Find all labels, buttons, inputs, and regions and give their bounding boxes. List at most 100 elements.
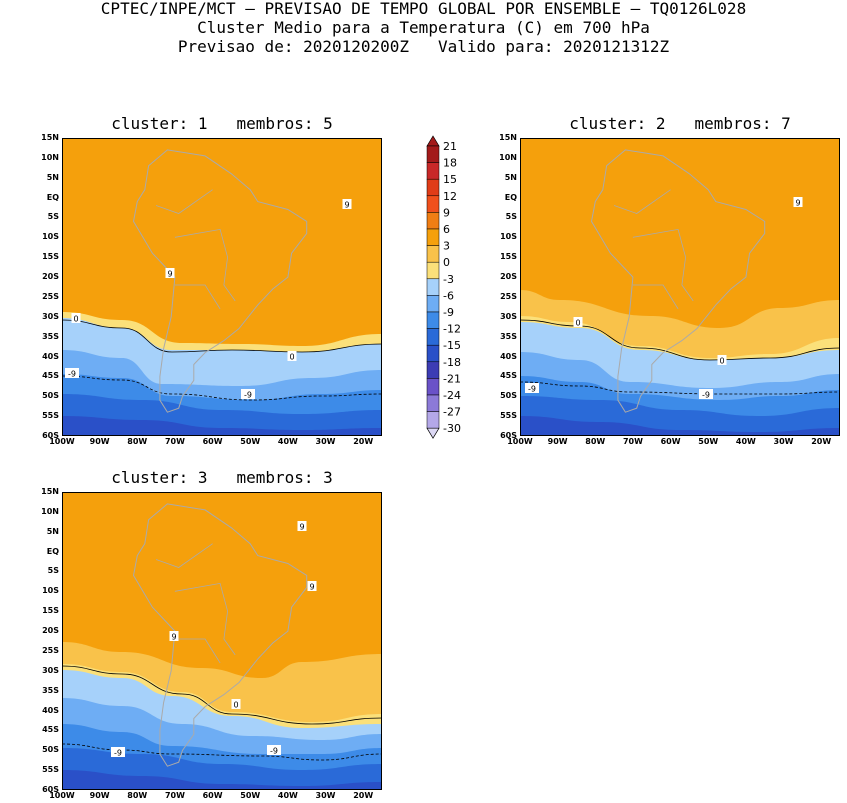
coastline (590, 149, 766, 413)
lat-label: 55S (42, 765, 59, 775)
svg-text:0: 0 (719, 357, 724, 366)
panel-2-title: cluster: 2 membros: 7 (569, 114, 791, 133)
band-minus-15 (520, 416, 840, 436)
svg-text:9: 9 (795, 199, 800, 208)
lat-label: 30S (42, 311, 59, 321)
lon-label: 70W (164, 437, 185, 446)
lat-label: 45S (42, 725, 59, 735)
contour-label: -9 (65, 368, 79, 379)
lat-label: 15S (42, 606, 59, 616)
border-line (632, 284, 679, 310)
colorbar-swatch (426, 245, 440, 263)
lat-label: 50S (42, 391, 59, 401)
lat-label: 25S (42, 645, 59, 655)
lat-label: 40S (42, 351, 59, 361)
lon-label: 50W (698, 437, 719, 446)
svg-text:0: 0 (289, 353, 294, 362)
svg-text:0: 0 (73, 315, 78, 324)
contour-label: 0 (71, 313, 81, 324)
contour-label: 0 (287, 351, 297, 362)
lon-label: 30W (315, 437, 336, 446)
svg-text:0: 0 (233, 701, 238, 710)
lat-label: 5S (505, 212, 517, 222)
colorbar-swatch (426, 145, 440, 163)
colorbar-label: -18 (443, 356, 461, 369)
lat-label: 5N (504, 172, 517, 182)
lon-label: 50W (240, 791, 261, 800)
contour-minus-9 (61, 375, 383, 401)
panel-3-map: 9 9 9 0 -9 -9 (61, 492, 383, 790)
contour-label: -9 (525, 383, 539, 394)
band-minus-15 (62, 416, 382, 436)
border-line (174, 582, 236, 656)
lat-label: EQ (46, 192, 59, 202)
lon-label: 20W (811, 437, 832, 446)
colorbar-swatch (426, 295, 440, 313)
lat-label: 10N (499, 152, 517, 162)
svg-text:9: 9 (167, 270, 172, 279)
lat-label: 5S (47, 212, 59, 222)
colorbar-label: -9 (443, 306, 454, 319)
colorbar-swatch (426, 212, 440, 230)
lon-label: 100W (49, 437, 75, 446)
lon-label: 30W (315, 791, 336, 800)
contour-label: 9 (307, 581, 317, 592)
lon-label: 20W (353, 791, 374, 800)
svg-text:-9: -9 (702, 391, 710, 400)
panel-2-map: 9 0 0 -9 -9 (519, 138, 841, 436)
contour-label: -9 (111, 747, 125, 758)
lon-label: 90W (547, 437, 568, 446)
map-frame (62, 492, 382, 790)
lon-label: 90W (89, 791, 110, 800)
contour-label: -9 (267, 745, 281, 756)
lat-label: 50S (500, 391, 517, 401)
map-frame (62, 138, 382, 436)
lat-label: 10S (42, 586, 59, 596)
colorbar-label: 6 (443, 223, 450, 236)
contour-label: 9 (165, 268, 175, 279)
lon-label: 50W (240, 437, 261, 446)
colorbar-swatch (426, 261, 440, 280)
border-line (632, 228, 694, 302)
coastline (132, 149, 308, 413)
contour-label: 0 (717, 355, 727, 366)
lat-label: 30S (500, 311, 517, 321)
colorbar-swatch (426, 195, 440, 213)
lat-label: 10N (41, 506, 59, 516)
border-line (174, 638, 221, 664)
lat-label: 50S (42, 745, 59, 755)
lat-label: 15N (499, 133, 517, 142)
lon-label: 80W (127, 437, 148, 446)
colorbar-label: 12 (443, 190, 457, 203)
band-minus-15 (62, 770, 382, 790)
contour-label: 9 (793, 197, 803, 208)
lat-label: 15N (41, 487, 59, 496)
panel-2-svg: 9 0 0 -9 -9 (519, 138, 841, 436)
colorbar-svg: 21 18 15 12 9 6 3 0 -3 -6 -9 -12 -15 -18 -21 -24 -27 -30 (426, 135, 461, 439)
lat-label: 15S (500, 252, 517, 262)
contour-0 (61, 665, 383, 725)
lat-label: 5N (46, 172, 59, 182)
lat-label: 60S (500, 431, 517, 440)
colorbar-swatch (426, 328, 440, 346)
colorbar-label: -6 (443, 289, 454, 302)
lon-label: 80W (127, 791, 148, 800)
lat-label: 55S (42, 411, 59, 421)
svg-text:-9: -9 (244, 391, 252, 400)
colorbar-label: -30 (443, 422, 461, 435)
colorbar-label: 21 (443, 140, 457, 153)
panel-1-title: cluster: 1 membros: 5 (111, 114, 333, 133)
colorbar-swatch (426, 394, 440, 412)
lon-label: 40W (277, 791, 298, 800)
lat-label: EQ (504, 192, 517, 202)
lon-label: 90W (89, 437, 110, 446)
lon-label: 40W (277, 437, 298, 446)
border-line (613, 189, 671, 214)
svg-text:-9: -9 (528, 385, 536, 394)
contour-minus-9 (519, 381, 841, 395)
header-line-1: CPTEC/INPE/MCT – PREVISAO DE TEMPO GLOBA… (100, 0, 747, 18)
panel-3-svg: 9 9 9 0 -9 -9 (61, 492, 383, 790)
header-line-2: Cluster Medio para a Temperatura (C) em … (197, 18, 650, 37)
svg-text:-9: -9 (270, 747, 278, 756)
svg-text:-9: -9 (114, 749, 122, 758)
